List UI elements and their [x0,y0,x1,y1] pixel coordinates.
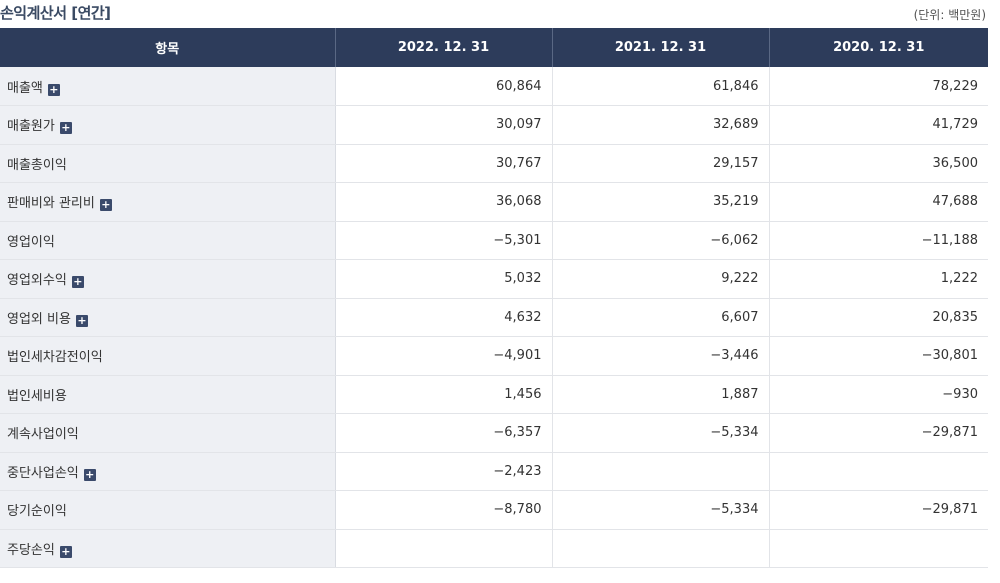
header-bar: 손익계산서 [연간] (단위: 백만원) [0,0,988,28]
value-cell: 78,229 [769,67,988,106]
value-cell: 32,689 [552,105,770,145]
value-cell: 30,767 [335,144,553,183]
value-cell: 1,887 [552,375,770,414]
value-cell: 29,157 [552,144,770,183]
expand-plus-icon[interactable]: + [47,82,60,96]
table-row: 매출원가 +30,097 32,689 41,729 [0,105,988,145]
page-title: 손익계산서 [연간] [0,4,111,22]
row-label: 영업외수익 [7,273,67,289]
unit-label: (단위: 백만원) [913,8,986,22]
table-row: 중단사업손익 + −2,423 [0,452,988,491]
value-cell: −5,334 [552,490,770,530]
value-cell [769,452,988,491]
value-cell: −3,446 [552,336,770,376]
expand-plus-icon[interactable]: + [83,467,96,481]
row-label: 매출원가 [7,119,55,135]
value-cell: −6,357 [335,413,553,453]
value-cell: 36,068 [335,182,553,222]
row-label-cell: 매출액 + [0,67,336,106]
header-2021: 2021. 12. 31 [552,28,770,67]
table-row: 계속사업이익 −6,357 −5,334 −29,871 [0,413,988,453]
value-cell: 9,222 [552,259,770,299]
expand-plus-icon[interactable]: + [99,198,112,212]
row-label: 영업외 비용 [7,311,71,327]
value-cell: 30,097 [335,105,553,145]
row-label-cell: 영업외 비용 + [0,298,336,337]
value-cell [769,529,988,568]
value-cell [552,452,770,491]
value-cell: −30,801 [769,336,988,376]
row-label-cell: 당기순이익 [0,490,336,530]
value-cell: 20,835 [769,298,988,337]
row-label-cell: 영업외수익 + [0,259,336,299]
row-label: 법인세차감전이익 [7,350,103,366]
expand-plus-icon[interactable]: + [75,313,88,327]
row-label-cell: 판매비와 관리비 + [0,182,336,222]
value-cell [552,529,770,568]
value-cell: 61,846 [552,67,770,106]
value-cell: 1,456 [335,375,553,414]
value-cell: 35,219 [552,182,770,222]
table-row: 법인세비용 1,456 1,887 −930 [0,375,988,414]
row-label: 계속사업이익 [7,427,79,443]
value-cell: 47,688 [769,182,988,222]
expand-plus-icon[interactable]: + [71,275,84,289]
header-item: 항목 [0,28,336,67]
row-label: 영업이익 [7,234,55,250]
table-row: 영업외수익 +5,032 9,222 1,222 [0,259,988,299]
value-cell: −4,901 [335,336,553,376]
row-label-cell: 법인세비용 [0,375,336,414]
row-label-cell: 영업이익 [0,221,336,260]
value-cell: 1,222 [769,259,988,299]
row-label: 주당손익 [7,542,55,558]
row-label: 판매비와 관리비 [7,196,95,212]
header-2020: 2020. 12. 31 [769,28,988,67]
value-cell: 5,032 [335,259,553,299]
value-cell: −29,871 [769,490,988,530]
value-cell: 60,864 [335,67,553,106]
value-cell: −8,780 [335,490,553,530]
row-label: 법인세비용 [7,388,67,404]
table-row: 당기순이익 −8,780 −5,334 −29,871 [0,490,988,530]
value-cell: 41,729 [769,105,988,145]
value-cell: 36,500 [769,144,988,183]
row-label-cell: 중단사업손익 + [0,452,336,491]
value-cell: −930 [769,375,988,414]
value-cell: 6,607 [552,298,770,337]
table-row: 매출총이익 30,767 29,157 36,500 [0,144,988,183]
table-row: 판매비와 관리비 +36,068 35,219 47,688 [0,182,988,222]
value-cell: −11,188 [769,221,988,260]
value-cell: −6,062 [552,221,770,260]
row-label-cell: 매출총이익 [0,144,336,183]
header-2022: 2022. 12. 31 [335,28,553,67]
row-label: 매출액 [7,80,43,96]
value-cell: −29,871 [769,413,988,453]
row-label-cell: 법인세차감전이익 [0,336,336,376]
row-label: 매출총이익 [7,157,67,173]
row-label: 당기순이익 [7,504,67,520]
expand-plus-icon[interactable]: + [59,121,72,135]
table-row: 주당손익 + [0,529,988,568]
value-cell: −5,301 [335,221,553,260]
table-row: 영업이익 −5,301 −6,062 −11,188 [0,221,988,260]
row-label-cell: 매출원가 + [0,105,336,145]
table-row: 영업외 비용 +4,632 6,607 20,835 [0,298,988,337]
value-cell [335,529,553,568]
table-header-row: 항목 2022. 12. 31 2021. 12. 31 2020. 12. 3… [0,28,988,67]
row-label-cell: 주당손익 + [0,529,336,568]
table-row: 매출액 +60,864 61,846 78,229 [0,67,988,106]
value-cell: −2,423 [335,452,553,491]
expand-plus-icon[interactable]: + [59,544,72,558]
value-cell: 4,632 [335,298,553,337]
row-label: 중단사업손익 [7,465,79,481]
table-row: 법인세차감전이익 −4,901 −3,446 −30,801 [0,336,988,376]
value-cell: −5,334 [552,413,770,453]
income-statement-table: 항목 2022. 12. 31 2021. 12. 31 2020. 12. 3… [0,28,988,568]
row-label-cell: 계속사업이익 [0,413,336,453]
